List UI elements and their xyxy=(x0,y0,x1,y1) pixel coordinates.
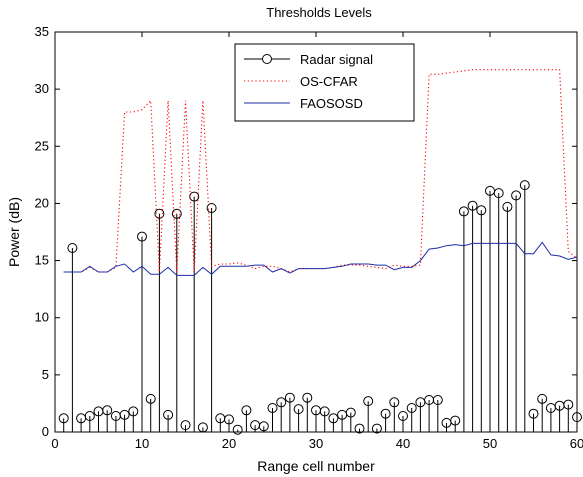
x-tick-label: 50 xyxy=(483,436,497,451)
stem-marker xyxy=(84,411,95,421)
stem-marker xyxy=(467,200,478,211)
stem-marker xyxy=(354,423,365,434)
stem-marker xyxy=(206,203,217,213)
stem-marker xyxy=(511,190,522,201)
stem-marker xyxy=(154,208,165,219)
stem-marker xyxy=(293,404,304,415)
chart-title: Thresholds Levels xyxy=(266,5,372,20)
stem-marker xyxy=(319,406,330,417)
legend-label: Radar signal xyxy=(300,52,373,67)
y-tick-label: 35 xyxy=(35,24,49,39)
stem-marker xyxy=(267,403,278,413)
stem-marker xyxy=(171,208,182,219)
stem-marker xyxy=(345,407,356,418)
stem-marker xyxy=(537,393,548,404)
y-tick-label: 5 xyxy=(42,367,49,382)
stem-marker xyxy=(119,409,130,420)
stem-marker xyxy=(328,413,339,424)
series-radar-signal xyxy=(58,180,582,435)
y-axis: 0 5 10 15 20 25 30 35 xyxy=(35,24,577,439)
y-axis-label: Power (dB) xyxy=(6,197,22,267)
stem-marker xyxy=(284,392,295,403)
series-line xyxy=(63,69,578,273)
stem-marker xyxy=(389,397,400,408)
stem-marker xyxy=(363,396,374,407)
stem-marker xyxy=(197,422,208,433)
stem-marker xyxy=(371,423,382,434)
series-faososd xyxy=(63,241,578,276)
y-tick-label: 25 xyxy=(35,138,49,153)
stem-marker xyxy=(163,409,174,420)
stem-marker xyxy=(450,415,461,426)
x-tick-label: 60 xyxy=(570,436,583,451)
stem-marker xyxy=(528,408,539,419)
stem-marker xyxy=(572,412,582,423)
stem-marker xyxy=(145,393,156,404)
stem-marker xyxy=(502,201,513,212)
legend-marker xyxy=(262,54,272,64)
y-tick-label: 20 xyxy=(35,195,49,210)
x-axis: 0 10 20 30 40 50 60 xyxy=(51,32,583,451)
stem-marker xyxy=(128,406,139,417)
stem-marker xyxy=(180,420,191,431)
stem-marker xyxy=(224,414,234,425)
x-axis-label: Range cell number xyxy=(257,458,375,474)
stem-marker xyxy=(432,395,443,405)
stem-marker xyxy=(458,206,469,217)
stem-marker xyxy=(189,191,200,202)
y-tick-label: 10 xyxy=(35,310,49,325)
stem-marker xyxy=(258,421,269,432)
stem-marker xyxy=(519,180,530,191)
legend-label: OS-CFAR xyxy=(300,74,358,89)
stem-marker xyxy=(476,205,487,216)
series-line xyxy=(63,241,578,276)
legend-label: FAOSOSD xyxy=(300,96,363,111)
stem-marker xyxy=(493,188,504,199)
x-tick-label: 0 xyxy=(51,436,58,451)
x-tick-label: 20 xyxy=(222,436,236,451)
y-tick-label: 15 xyxy=(35,253,49,268)
x-tick-label: 40 xyxy=(396,436,410,451)
legend: Radar signal OS-CFAR FAOSOSD xyxy=(234,43,415,122)
legend-entry: FAOSOSD xyxy=(244,96,363,111)
stem-marker xyxy=(406,403,417,413)
stem-marker xyxy=(137,231,147,242)
series-layer xyxy=(58,69,582,435)
y-tick-label: 0 xyxy=(42,424,49,439)
stem-marker xyxy=(380,408,391,419)
series-os-cfar xyxy=(63,69,578,273)
legend-entry: OS-CFAR xyxy=(244,74,358,89)
stem-marker xyxy=(563,399,574,410)
stem-marker xyxy=(58,413,69,424)
stem-marker xyxy=(67,243,78,253)
stem-marker xyxy=(232,424,243,435)
stem-marker xyxy=(241,405,252,416)
x-tick-label: 10 xyxy=(135,436,149,451)
legend-entry: Radar signal xyxy=(244,52,373,67)
stem-marker xyxy=(398,411,408,421)
x-tick-label: 30 xyxy=(309,436,323,451)
stem-marker xyxy=(102,405,113,416)
stem-marker xyxy=(276,397,287,408)
y-tick-label: 30 xyxy=(35,81,49,96)
stem-marker xyxy=(302,392,313,403)
